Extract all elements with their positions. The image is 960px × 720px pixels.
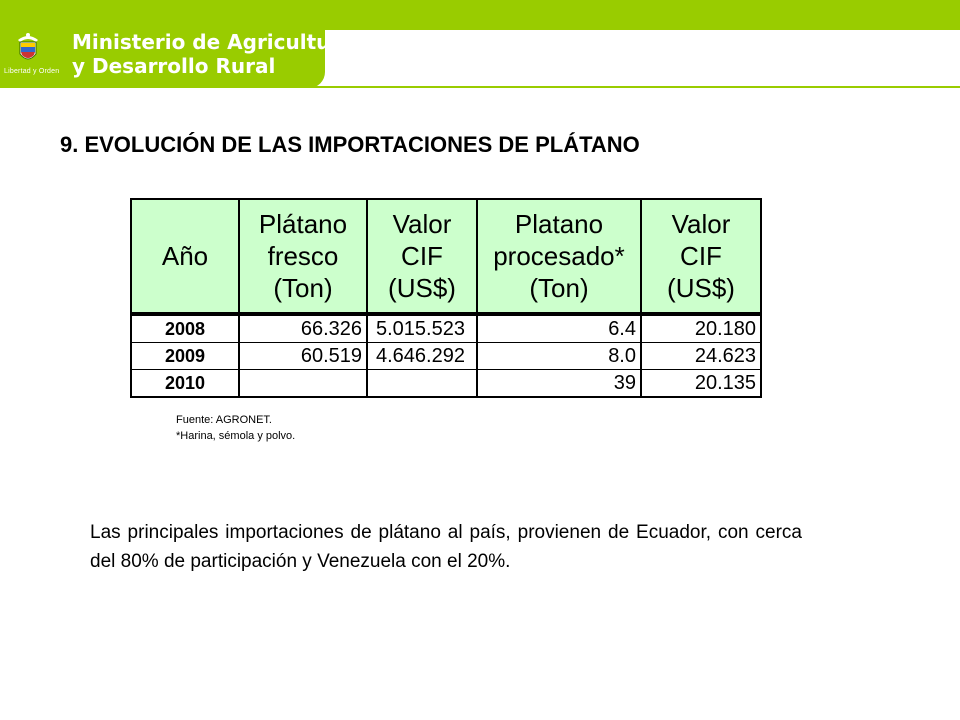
table-row: 2009 60.519 4.646.292 8.0 24.623 [130,342,762,370]
cell-processed: 8.0 [476,342,642,370]
footnote-line: *Harina, sémola y polvo. [176,430,296,442]
cell-cif-processed: 24.623 [640,342,762,370]
cell-processed: 39 [476,369,642,398]
cell-cif-fresh [366,369,478,398]
header-banner [0,28,325,88]
slide-title: 9. EVOLUCIÓN DE LAS IMPORTACIONES DE PLÁ… [60,132,640,157]
cell-year: 2010 [130,369,240,398]
header-cif-processed: Valor CIF (US$) [640,198,762,315]
ministry-logo-text: Ministerio de Agricultura y Desarrollo R… [72,30,354,78]
table-row: 2008 66.326 5.015.523 6.4 20.180 [130,312,762,343]
coat-of-arms-icon [18,33,38,60]
source-line: Fuente: AGRONET. [176,414,272,426]
header-processed: Platano procesado* (Ton) [476,198,642,315]
ministry-line-1: Ministerio de Agricultura [72,30,354,54]
header-year: Año [130,198,240,315]
table-header-row: Año Plátano fresco (Ton) Valor CIF (US$) Pla… [130,198,762,315]
cell-year: 2008 [130,312,240,343]
cell-year: 2009 [130,342,240,370]
cell-cif-processed: 20.180 [640,312,762,343]
motto-text: Libertad y Orden [4,68,60,75]
source-note: Fuente: AGRONET. *Harina, sémola y polvo… [176,412,295,444]
header-divider [0,86,960,88]
cell-cif-fresh: 5.015.523 [366,312,478,343]
cell-cif-processed: 20.135 [640,369,762,398]
imports-table: Año Plátano fresco (Ton) Valor CIF (US$) Pla… [130,198,762,398]
table-row: 2010 39 20.135 [130,369,762,398]
cell-fresh [238,369,368,398]
cell-processed: 6.4 [476,312,642,343]
summary-paragraph: Las principales importaciones de plátano… [90,522,802,572]
ministry-line-2: y Desarrollo Rural [72,54,276,78]
cell-fresh: 66.326 [238,312,368,343]
cell-cif-fresh: 4.646.292 [366,342,478,370]
cell-fresh: 60.519 [238,342,368,370]
header-fresh: Plátano fresco (Ton) [238,198,368,315]
header-top-bar [0,0,960,30]
header-cif-fresh: Valor CIF (US$) [366,198,478,315]
